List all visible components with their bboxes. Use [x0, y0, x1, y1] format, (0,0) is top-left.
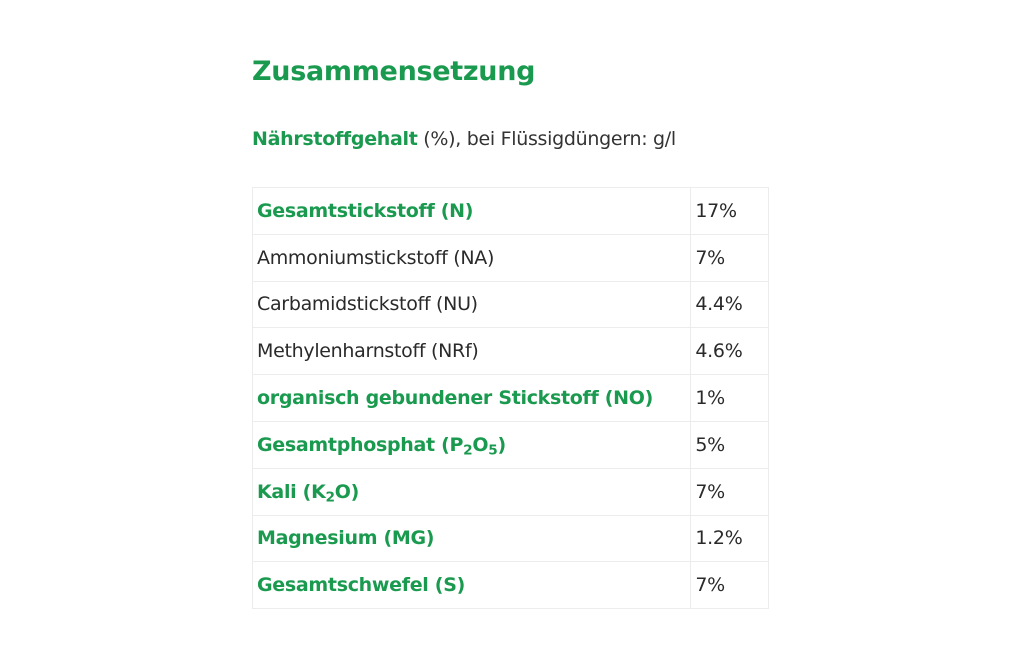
subscript: 2 [463, 442, 473, 459]
table-row: Gesamtstickstoff (N) 17% [251, 187, 769, 235]
caption-strong: Nährstoffgehalt [252, 128, 418, 150]
nutrient-value: 4.4% [690, 280, 769, 329]
table-row: Methylenharnstoff (NRf) 4.6% [251, 327, 769, 376]
name-part: O [472, 433, 489, 456]
nutrient-value: 7% [690, 467, 769, 516]
nutrient-table: Gesamtstickstoff (N) 17% Ammoniumstickst… [251, 187, 769, 610]
table-row: Kali (K2O) 7% [251, 467, 769, 516]
nutrient-content-caption: Nährstoffgehalt (%), bei Flüssigdüngern:… [252, 124, 676, 154]
composition-section: Zusammensetzung Nährstoffgehalt (%), bei… [251, 50, 812, 610]
nutrient-value: 7% [690, 233, 769, 282]
nutrient-name: Gesamtstickstoff (N) [251, 187, 692, 235]
nutrient-value: 1.2% [690, 514, 769, 563]
nutrient-value: 5% [690, 420, 769, 469]
nutrient-name: Ammoniumstickstoff (NA) [251, 233, 692, 282]
caption-rest: (%), bei Flüssigdüngern: g/l [417, 128, 676, 150]
nutrient-name: organisch gebundener Stickstoff (NO) [251, 374, 692, 422]
nutrient-name: Carbamidstickstoff (NU) [251, 280, 692, 329]
table-row: Gesamtphosphat (P2O5) 5% [251, 420, 769, 469]
nutrient-name: Kali (K2O) [251, 467, 692, 516]
table-row: organisch gebundener Stickstoff (NO) 1% [251, 374, 769, 422]
name-part: Gesamtphosphat (P [257, 433, 464, 456]
table-row: Ammoniumstickstoff (NA) 7% [251, 233, 769, 282]
nutrient-name: Magnesium (MG) [251, 514, 692, 563]
nutrient-name: Gesamtphosphat (P2O5) [251, 420, 692, 469]
section-title: Zusammensetzung [252, 56, 536, 87]
table-row: Gesamtschwefel (S) 7% [251, 561, 769, 610]
nutrient-value: 4.6% [690, 327, 769, 376]
subscript: 2 [325, 489, 336, 506]
table-row: Carbamidstickstoff (NU) 4.4% [251, 280, 769, 329]
nutrient-value: 7% [690, 561, 769, 610]
nutrient-value: 1% [690, 374, 769, 422]
subscript: 5 [488, 442, 498, 459]
name-part: O) [334, 480, 360, 503]
nutrient-name: Gesamtschwefel (S) [251, 561, 692, 610]
nutrient-value: 17% [690, 187, 769, 235]
table-row: Magnesium (MG) 1.2% [251, 514, 769, 563]
name-part: Kali (K [257, 480, 326, 503]
nutrient-name: Methylenharnstoff (NRf) [251, 327, 692, 376]
name-part: ) [497, 433, 506, 456]
